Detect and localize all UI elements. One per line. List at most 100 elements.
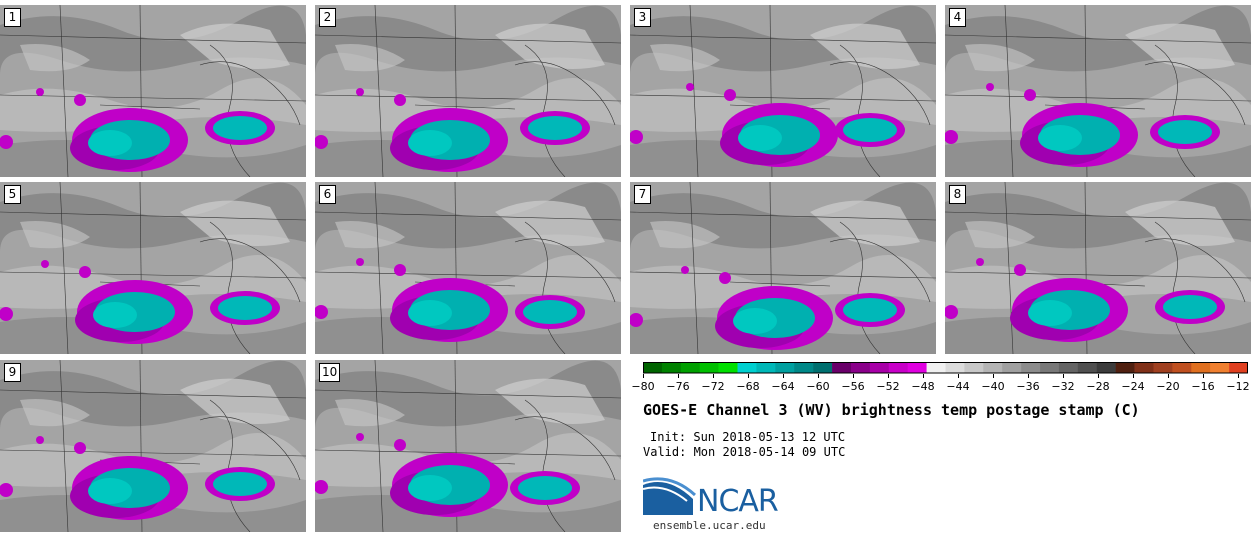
tick-mark	[748, 374, 749, 378]
panel-number: 1	[4, 8, 21, 27]
tick-mark	[818, 374, 819, 378]
tick-mark	[1168, 374, 1169, 378]
map	[0, 360, 306, 532]
tick-label: −20	[1156, 380, 1180, 393]
tick-mark	[1203, 374, 1204, 378]
tick-mark	[923, 374, 924, 378]
tick-mark	[643, 374, 644, 378]
colorbar-segment	[1096, 362, 1116, 373]
map	[315, 360, 621, 532]
colorbar-segment	[699, 362, 719, 373]
tick-label: −16	[1191, 380, 1215, 393]
colorbar-segment	[1115, 362, 1135, 373]
tick-mark	[783, 374, 784, 378]
map	[0, 182, 306, 354]
site-url: ensemble.ucar.edu	[653, 519, 766, 532]
tick-label: −64	[771, 380, 795, 393]
colorbar-segment	[1058, 362, 1079, 373]
colorbar-segment	[1134, 362, 1154, 373]
colorbar-segment	[1021, 362, 1041, 373]
panel-number: 9	[4, 363, 21, 382]
map	[945, 5, 1251, 177]
colorbar-segment	[756, 362, 776, 373]
map	[630, 182, 936, 354]
panel-number: 7	[634, 185, 651, 204]
tick-label: −80	[631, 380, 655, 393]
tick-label: −60	[806, 380, 830, 393]
colorbar-segment	[850, 362, 871, 373]
colorbar-segment	[813, 362, 833, 373]
panel-number: 10	[319, 363, 341, 382]
colorbar-segment	[926, 362, 946, 373]
colorbar-segment	[888, 362, 908, 373]
tick-label: −76	[666, 380, 690, 393]
tick-mark	[853, 374, 854, 378]
colorbar-segment	[1077, 362, 1098, 373]
stamp-panel: 5	[0, 182, 306, 354]
stamp-panel: 8	[945, 182, 1251, 354]
ncar-logo	[643, 477, 697, 515]
stamp-panel: 6	[315, 182, 621, 354]
colorbar	[643, 362, 1248, 374]
panel-number: 4	[949, 8, 966, 27]
colorbar-ticks: −80 −76 −72 −68 −64 −60 −56 −52 −48 −44 −40 −36 −32−…	[631, 374, 1250, 393]
map	[945, 182, 1251, 354]
tick-mark	[1063, 374, 1064, 378]
colorbar-segment	[907, 362, 927, 373]
colorbar-segment	[869, 362, 890, 373]
map	[315, 5, 621, 177]
colorbar-segment	[661, 362, 682, 373]
valid-time: Valid: Mon 2018-05-14 09 UTC	[643, 445, 846, 459]
colorbar-segment	[794, 362, 814, 373]
panel-number: 2	[319, 8, 336, 27]
stamp-panel: 10	[315, 360, 621, 532]
colorbar-segment	[1191, 362, 1211, 373]
tick-mark	[713, 374, 714, 378]
colorbar-segment	[1229, 362, 1248, 373]
colorbar-segment	[832, 362, 852, 373]
panel-number: 8	[949, 185, 966, 204]
colorbar-segment	[945, 362, 965, 373]
panel-number: 6	[319, 185, 336, 204]
panel-number: 3	[634, 8, 651, 27]
panel-number: 5	[4, 185, 21, 204]
map	[630, 5, 936, 177]
colorbar-segment	[1040, 362, 1060, 373]
tick-label: −28	[1086, 380, 1110, 393]
colorbar-segment	[1153, 362, 1173, 373]
stamp-panel: 9	[0, 360, 306, 532]
tick-label: −48	[911, 380, 935, 393]
tick-label: −40	[981, 380, 1005, 393]
stamp-panel: 2	[315, 5, 621, 177]
colorbar-segment	[737, 362, 757, 373]
figure-title: GOES-E Channel 3 (WV) brightness temp po…	[643, 401, 1140, 419]
tick-mark	[958, 374, 959, 378]
init-time: Init: Sun 2018-05-13 12 UTC	[650, 430, 846, 444]
colorbar-segment	[964, 362, 984, 373]
tick-label: −44	[946, 380, 970, 393]
map	[0, 5, 306, 177]
stamp-panel: 3	[630, 5, 936, 177]
tick-label: −68	[736, 380, 760, 393]
tick-mark	[678, 374, 679, 378]
tick-label: −56	[841, 380, 865, 393]
tick-label: −24	[1121, 380, 1145, 393]
tick-mark	[1238, 374, 1239, 378]
tick-label: −36	[1016, 380, 1040, 393]
stamp-panel: 1	[0, 5, 306, 177]
stamp-panel: 7	[630, 182, 936, 354]
tick-mark	[888, 374, 889, 378]
colorbar-segment	[775, 362, 795, 373]
tick-mark	[1098, 374, 1099, 378]
colorbar-segment	[1210, 362, 1230, 373]
tick-label: −72	[701, 380, 725, 393]
colorbar-segment	[718, 362, 738, 373]
tick-label: −32	[1051, 380, 1075, 393]
stamp-panel: 4	[945, 5, 1251, 177]
logo-text: NCAR	[697, 484, 779, 519]
colorbar-segment	[983, 362, 1003, 373]
colorbar-segment	[643, 362, 663, 373]
tick-label: −52	[876, 380, 900, 393]
tick-mark	[1028, 374, 1029, 378]
tick-label: −12	[1226, 380, 1250, 393]
